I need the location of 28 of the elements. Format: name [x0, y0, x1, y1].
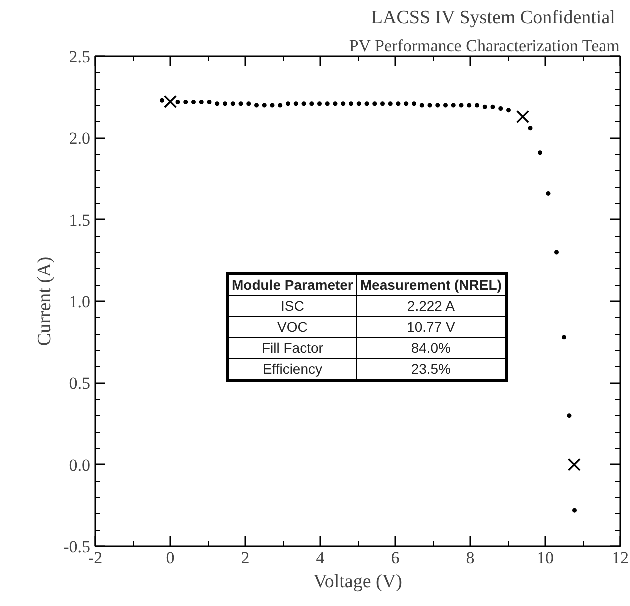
annotation: Fill Factor: [228, 338, 357, 358]
y-tick-label: 2.0: [69, 129, 90, 148]
annotation: 23.5%: [356, 358, 506, 380]
y-tick-label: 0.0: [69, 456, 90, 475]
x-tick-label: 2: [241, 548, 250, 568]
x-axis-title: Voltage (V): [314, 572, 402, 592]
annotation: 84.0%: [356, 338, 506, 358]
x-tick-label: 6: [391, 548, 400, 568]
y-tick-label: 0.5: [69, 374, 90, 394]
annotation: Module Parameter: [228, 274, 357, 296]
annotation: Efficiency: [228, 358, 357, 380]
annotation: VOC: [228, 316, 357, 338]
x-tick-label: 12: [612, 548, 629, 568]
x-tick-label: 0: [166, 548, 175, 568]
annotation: Measurement (NREL): [356, 274, 506, 296]
y-tick-label: 1.0: [69, 292, 90, 312]
y-tick-label: 2.5: [69, 48, 90, 66]
x-tick-label: 10: [537, 548, 554, 568]
y-axis-title: Current (A): [34, 256, 56, 346]
x-tick-label: 8: [466, 548, 475, 568]
chart-subtitle: PV Performance Characterization Team: [349, 36, 620, 56]
chart-title: LACSS IV System Confidential: [371, 8, 616, 28]
y-tick-label: -0.5: [64, 538, 91, 556]
annotation: 2.222 A: [356, 296, 506, 316]
y-tick-label: 1.5: [69, 210, 90, 230]
annotation: 10.77 V: [356, 316, 506, 338]
annotation: ISC: [228, 296, 357, 316]
x-tick-label: 4: [316, 548, 326, 568]
